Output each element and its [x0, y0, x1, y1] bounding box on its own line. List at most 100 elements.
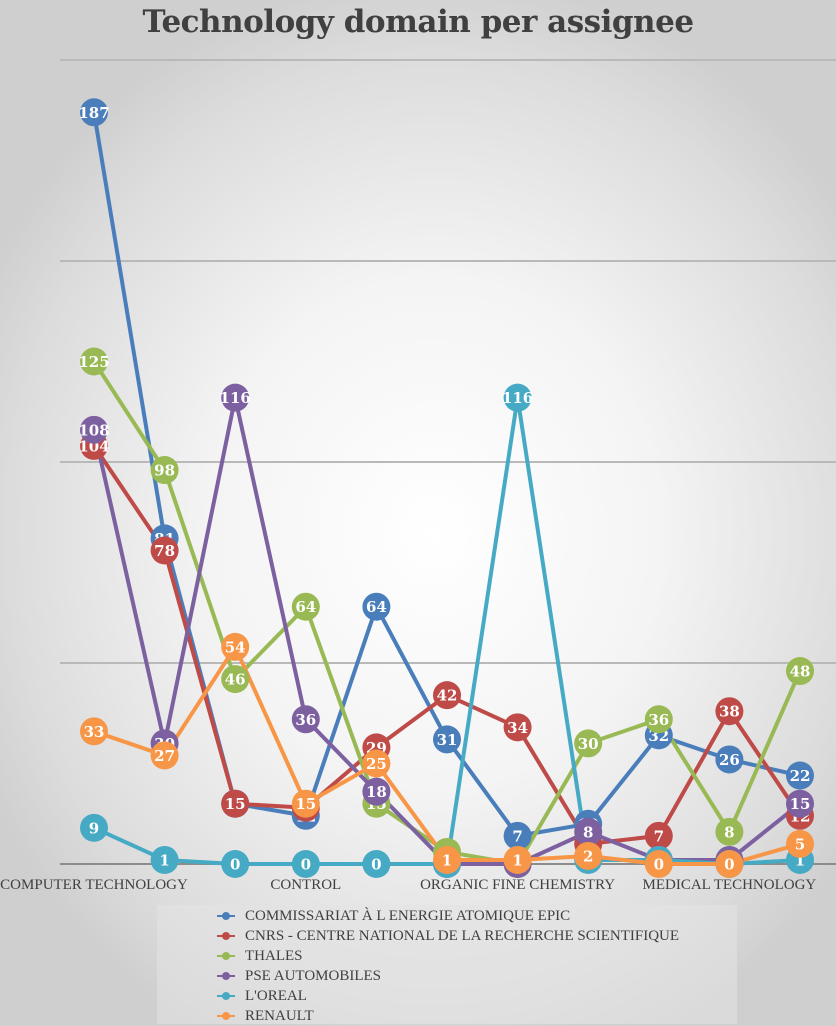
data-label: 22 [790, 767, 811, 785]
legend-item[interactable]: CNRS - CENTRE NATIONAL DE LA RECHERCHE S… [217, 926, 679, 946]
series-line [94, 398, 800, 864]
data-point[interactable]: 36 [292, 705, 320, 733]
data-point[interactable]: 125 [78, 348, 109, 376]
data-label: 36 [648, 711, 669, 729]
legend-item[interactable]: PSE AUTOMOBILES [217, 966, 381, 986]
data-point[interactable]: 46 [221, 665, 249, 693]
data-label: 78 [154, 542, 175, 560]
data-point[interactable]: 0 [645, 850, 673, 878]
data-point[interactable]: 48 [786, 657, 814, 685]
data-point[interactable]: 30 [574, 729, 602, 757]
data-point[interactable]: 64 [292, 593, 320, 621]
data-label: 42 [437, 687, 458, 705]
data-label: 98 [154, 462, 175, 480]
line-chart-plot: COMPUTER TECHNOLOGY CONTROL ORGANIC FINE C… [0, 0, 836, 900]
data-label: 30 [578, 735, 599, 753]
data-point[interactable]: 1 [433, 846, 461, 874]
data-label: 1 [442, 851, 452, 869]
data-point[interactable]: 116 [220, 384, 251, 412]
data-point[interactable]: 22 [786, 762, 814, 790]
data-label: 33 [84, 723, 105, 741]
legend-item[interactable]: COMMISSARIAT À L ENERGIE ATOMIQUE EPIC [217, 906, 570, 926]
series-line [94, 446, 800, 844]
chart-legend: COMMISSARIAT À L ENERGIE ATOMIQUE EPIC CN… [157, 905, 737, 1024]
data-label: 7 [512, 827, 522, 845]
data-point[interactable]: 0 [221, 850, 249, 878]
data-label: 116 [220, 389, 251, 407]
data-label: 15 [225, 795, 246, 813]
data-label: 46 [225, 671, 246, 689]
data-label: 0 [301, 856, 311, 874]
data-point[interactable]: 34 [504, 713, 532, 741]
data-label: 5 [795, 835, 805, 853]
x-axis-label: CONTROL [270, 877, 341, 893]
series-line [94, 398, 800, 864]
data-label: 125 [78, 353, 109, 371]
legend-label: L'OREAL [245, 988, 307, 1005]
data-point[interactable]: 25 [362, 750, 390, 778]
data-label: 7 [654, 827, 664, 845]
data-label: 38 [719, 703, 740, 721]
data-point[interactable]: 7 [645, 822, 673, 850]
x-axis-label: MEDICAL TECHNOLOGY [643, 877, 817, 893]
data-point[interactable]: 1 [504, 846, 532, 874]
data-point[interactable]: 8 [574, 818, 602, 846]
data-label: 54 [225, 638, 246, 656]
legend-label: RENAULT [245, 1008, 314, 1025]
legend-label: CNRS - CENTRE NATIONAL DE LA RECHERCHE S… [245, 928, 679, 945]
data-label: 108 [78, 421, 109, 439]
legend-item[interactable]: L'OREAL [217, 986, 307, 1006]
data-point[interactable]: 18 [362, 778, 390, 806]
data-label: 2 [583, 847, 593, 865]
data-label: 1 [159, 851, 169, 869]
data-point[interactable]: 54 [221, 633, 249, 661]
data-label: 187 [78, 104, 109, 122]
data-point[interactable]: 15 [292, 790, 320, 818]
data-point[interactable]: 98 [151, 456, 179, 484]
data-label: 116 [502, 389, 533, 407]
data-label: 1 [512, 851, 522, 869]
legend-item[interactable]: RENAULT [217, 1006, 314, 1026]
data-point[interactable]: 1 [151, 846, 179, 874]
data-label: 64 [295, 598, 316, 616]
data-point[interactable]: 33 [80, 717, 108, 745]
data-label: 25 [366, 755, 387, 773]
legend-marker-icon [217, 1011, 235, 1021]
data-point[interactable]: 0 [715, 850, 743, 878]
data-point[interactable]: 15 [221, 790, 249, 818]
data-label: 64 [366, 598, 387, 616]
data-point[interactable]: 5 [786, 830, 814, 858]
data-point[interactable]: 42 [433, 681, 461, 709]
data-point[interactable]: 116 [502, 384, 533, 412]
data-point[interactable]: 187 [78, 98, 109, 126]
legend-marker-icon [217, 931, 235, 941]
data-point[interactable]: 64 [362, 593, 390, 621]
data-point[interactable]: 8 [715, 818, 743, 846]
legend-marker-icon [217, 911, 235, 921]
data-point[interactable]: 0 [362, 850, 390, 878]
data-point[interactable]: 38 [715, 697, 743, 725]
legend-item[interactable]: THALES [217, 946, 303, 966]
data-point[interactable]: 2 [574, 842, 602, 870]
data-point[interactable]: 31 [433, 725, 461, 753]
data-label: 8 [724, 823, 734, 841]
x-axis-label: ORGANIC FINE CHEMISTRY [420, 877, 615, 893]
data-label: 15 [295, 795, 316, 813]
data-point[interactable]: 15 [786, 790, 814, 818]
data-label: 0 [371, 856, 381, 874]
data-point[interactable]: 7 [504, 822, 532, 850]
legend-label: PSE AUTOMOBILES [245, 968, 381, 985]
legend-label: THALES [245, 948, 303, 965]
data-label: 8 [583, 823, 593, 841]
data-point[interactable]: 27 [151, 741, 179, 769]
x-axis-label: COMPUTER TECHNOLOGY [0, 877, 188, 893]
data-point[interactable]: 9 [80, 814, 108, 842]
data-point[interactable]: 78 [151, 536, 179, 564]
legend-marker-icon [217, 991, 235, 1001]
data-point[interactable]: 0 [292, 850, 320, 878]
legend-marker-icon [217, 951, 235, 961]
data-point[interactable]: 36 [645, 705, 673, 733]
data-point[interactable]: 26 [715, 745, 743, 773]
data-label: 9 [89, 819, 99, 837]
data-label: 0 [724, 856, 734, 874]
